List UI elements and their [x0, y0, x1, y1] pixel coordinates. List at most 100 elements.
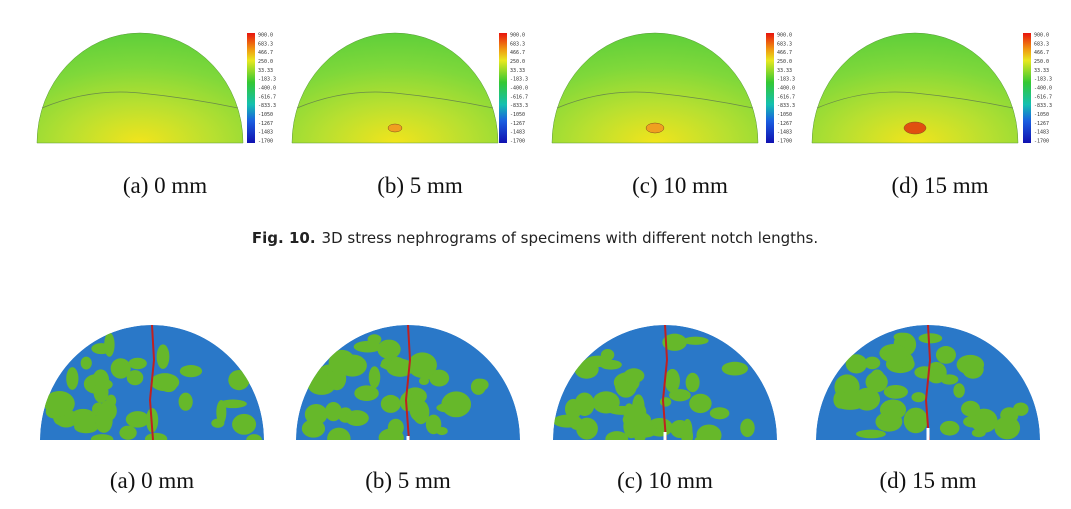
colorbar-label: 250.0: [777, 59, 792, 65]
aggregate: [914, 366, 935, 379]
aggregate: [380, 394, 401, 413]
colorbar-label: 466.7: [1034, 50, 1049, 56]
panel-caption: (b) 5 mm: [365, 468, 451, 493]
caption-text: 3D stress nephrograms of specimens with …: [322, 229, 819, 247]
colorbar-label: -833.3: [1034, 103, 1052, 109]
colorbar-label: 900.0: [510, 33, 525, 39]
aggregate: [470, 378, 486, 395]
aggregate: [664, 368, 680, 393]
panel-caption: (d) 15 mm: [891, 173, 988, 198]
aggregate: [95, 408, 113, 433]
aggregate: [104, 332, 115, 357]
colorbar-label: -1267: [258, 121, 273, 127]
aggregate: [178, 392, 193, 411]
colorbar-label: -1050: [258, 112, 273, 118]
colorbar-label: 683.3: [510, 41, 525, 47]
colorbar-label: -1050: [510, 112, 525, 118]
aggregate: [386, 358, 414, 377]
contour-line: [41, 91, 239, 109]
aggregate: [90, 434, 114, 440]
panel-caption: (c) 10 mm: [617, 468, 713, 493]
colorbar: [766, 33, 774, 143]
aggregate: [845, 354, 868, 374]
notch: [926, 428, 930, 440]
notch: [663, 432, 667, 440]
aggregate: [377, 339, 401, 359]
crack: [924, 325, 932, 440]
aggregate: [879, 399, 907, 420]
aggregate: [304, 403, 328, 425]
aggregate: [623, 403, 635, 425]
colorbar-label: 683.3: [777, 41, 792, 47]
aggregate: [682, 336, 709, 345]
aggregate: [119, 425, 137, 440]
aggregate: [883, 384, 908, 399]
colorbar-label: -183.3: [777, 77, 795, 83]
aggregate: [74, 420, 99, 434]
colorbar-label: -616.7: [510, 94, 528, 100]
aggregate: [662, 333, 687, 351]
colorbar-label: -400.0: [1034, 86, 1052, 92]
aggregate: [682, 418, 693, 440]
aggregate: [429, 369, 450, 387]
contour-line: [296, 91, 494, 109]
figure-caption: Fig. 10. 3D stress nephrograms of specime…: [252, 229, 818, 247]
aggregate: [179, 365, 203, 378]
aggregate: [126, 370, 144, 386]
contour-line: [816, 91, 1014, 109]
aggregate: [337, 354, 367, 377]
colorbar-label: 900.0: [777, 33, 792, 39]
colorbar-label: -183.3: [1034, 77, 1052, 83]
stress-concentration: [645, 122, 665, 134]
stress-map: [811, 32, 1019, 144]
colorbar: [1023, 33, 1031, 143]
aggregate: [879, 344, 908, 363]
aggregate: [125, 411, 150, 428]
aggregate: [953, 383, 965, 398]
aggregate: [354, 385, 379, 402]
aggregate: [696, 424, 722, 440]
aggregate: [864, 356, 881, 370]
colorbar-label: 466.7: [258, 50, 273, 56]
aggregate: [918, 333, 943, 344]
colorbar-label: -400.0: [777, 86, 795, 92]
aggregate: [218, 399, 247, 409]
aggregate: [367, 334, 382, 345]
aggregate: [324, 402, 342, 422]
aggregate: [973, 416, 996, 432]
colorbar-label: 250.0: [258, 59, 273, 65]
colorbar-label: 33.33: [258, 68, 273, 74]
colorbar-label: -1483: [258, 130, 273, 136]
colorbar-label: -833.3: [258, 103, 276, 109]
aggregate: [740, 418, 755, 438]
aggregate: [659, 397, 672, 407]
colorbar-label: 33.33: [510, 68, 525, 74]
aggregate: [156, 344, 170, 369]
stress-map: [36, 32, 244, 144]
colorbar-label: -616.7: [258, 94, 276, 100]
aggregate: [315, 366, 329, 392]
colorbar-label: -616.7: [1034, 94, 1052, 100]
panel-caption: (c) 10 mm: [632, 173, 728, 198]
colorbar-label: 900.0: [1034, 33, 1049, 39]
aggregate: [592, 391, 620, 414]
aggregate: [110, 358, 131, 379]
aggregate: [886, 360, 906, 369]
colorbar-label: -616.7: [777, 94, 795, 100]
colorbar-label: 683.3: [258, 41, 273, 47]
aggregate: [378, 428, 404, 440]
caption-label: Fig. 10.: [252, 229, 316, 247]
aggregate: [893, 332, 910, 342]
colorbar-label: -1267: [777, 121, 792, 127]
crack: [661, 325, 669, 440]
aggregate: [721, 361, 749, 376]
panel-caption: (d) 15 mm: [879, 468, 976, 493]
aggregate: [407, 352, 437, 378]
aggregate: [327, 427, 351, 440]
aggregate: [935, 346, 956, 364]
colorbar-label: -1700: [1034, 139, 1049, 145]
colorbar-label: -1700: [258, 139, 273, 145]
colorbar-label: -1483: [1034, 130, 1049, 136]
aggregate: [44, 391, 75, 417]
